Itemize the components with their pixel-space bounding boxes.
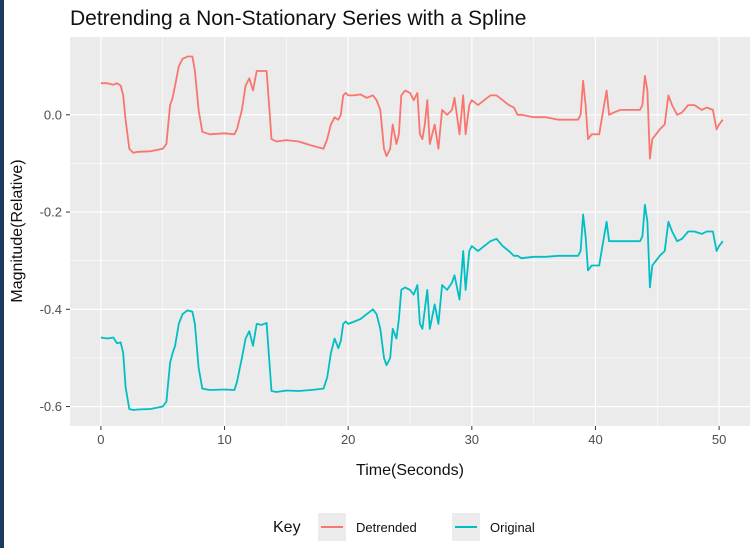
x-tick-label: 0 [97,432,104,447]
x-tick-label: 10 [217,432,231,447]
x-tick-label: 30 [465,432,479,447]
series-line-original [100,203,724,411]
window-edge [0,0,4,548]
y-tick-label: -0.6 [40,399,62,414]
y-tick-label: 0.0 [44,107,62,122]
x-axis: 0 10 20 30 40 50 [97,426,726,447]
y-axis: 0.0 -0.2 -0.4 -0.6 [40,107,70,414]
x-tick-label: 50 [712,432,726,447]
y-tick-label: -0.4 [40,302,62,317]
series-line-detrended [100,55,724,160]
legend: Key Detrended Original [273,513,535,541]
legend-label-original: Original [490,520,535,535]
minor-grid [70,37,750,426]
legend-title: Key [273,519,301,536]
y-axis-title: Magnitude(Relative) [9,159,26,302]
y-tick-label: -0.2 [40,205,62,220]
x-axis-title: Time(Seconds) [356,462,464,479]
major-grid [70,37,750,426]
x-tick-label: 20 [341,432,355,447]
series-layer [100,55,724,411]
x-tick-label: 40 [588,432,602,447]
chart-title: Detrending a Non-Stationary Series with … [70,7,526,30]
legend-label-detrended: Detrended [356,520,417,535]
